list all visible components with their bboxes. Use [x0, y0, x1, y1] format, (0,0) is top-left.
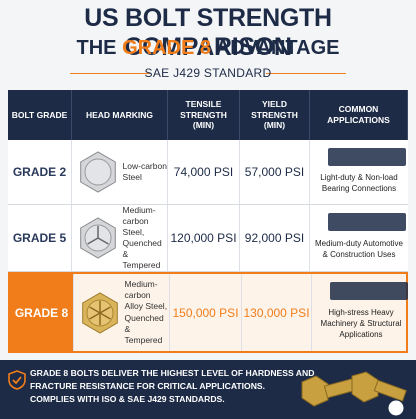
column-header: TENSILE STRENGTH (MIN) [168, 90, 240, 140]
subtitle-highlight: GRADE 8 [122, 37, 211, 59]
head-marking-cell: Medium-carbon Steel, Quenched & Tempered [72, 205, 168, 271]
head-marking-cell: Medium-carbon Alloy Steel, Quenched & Te… [74, 274, 170, 351]
column-header: COMMON APPLICATIONS [310, 90, 408, 140]
subtitle-suffix: ADVANTAGE [215, 37, 340, 59]
standard: SAE J429 STANDARD [144, 66, 272, 80]
marking-text: Low-carbon Steel [122, 160, 167, 182]
head-marking-icon [80, 151, 116, 193]
footer-line: FRACTURE RESISTANCE FOR CRITICAL APPLICA… [30, 381, 266, 391]
column-header: HEAD MARKING [72, 90, 168, 140]
application-icon [328, 148, 406, 166]
marking-text: Medium-carbon Alloy Steel, Quenched & Te… [124, 279, 168, 345]
grade-cell: GRADE 2 [8, 140, 72, 204]
strength-value: 120,000 PSI [168, 205, 240, 271]
head-marking-icon [82, 291, 118, 334]
strength-value: 74,000 PSI [168, 140, 240, 204]
application-icon [328, 213, 406, 231]
subtitle-prefix: THE [76, 37, 117, 59]
title: US BOLT STRENGTH COMPARISON [84, 4, 332, 61]
column-header: YIELD STRENGTH (MIN) [240, 90, 310, 140]
table-row: GRADE 5 Medium-carbon Steel, Quenched & T… [8, 205, 408, 272]
marking-text: Medium-carbon Steel, Quenched & Tempered [122, 204, 162, 271]
strength-value: 57,000 PSI [240, 140, 310, 204]
footer-line: GRADE 8 BOLTS DELIVER THE HIGHEST LEVEL … [30, 368, 315, 378]
subtitle: THE GRADE 8 ADVANTAGE [0, 37, 416, 60]
application-cell: Medium-duty Automotive & Construction Us… [314, 239, 404, 259]
grade-cell: GRADE 8 [10, 274, 74, 351]
footer [0, 360, 416, 419]
application-cell: High-stress Heavy Machinery & Structural… [320, 308, 402, 339]
divider [266, 73, 346, 74]
divider [70, 73, 150, 74]
column-header: BOLT GRADE [8, 90, 72, 140]
strength-value: 92,000 PSI [240, 205, 310, 271]
footer-line: COMPLIES WITH ISO & SAE J429 STANDARDS. [30, 394, 225, 404]
application-icon [330, 282, 408, 300]
bolts-image [301, 371, 407, 417]
strength-value: 150,000 PSI [170, 274, 242, 351]
table-row: GRADE 8 Medium-carbon Alloy Steel, Quench… [8, 272, 408, 353]
grade-cell: GRADE 5 [8, 205, 72, 271]
table-row: GRADE 2 Low-carbon Steel 74,000 PSI 57,000 … [8, 140, 408, 205]
table-header [8, 90, 408, 140]
strength-value: 130,000 PSI [242, 274, 312, 351]
shield-icon [8, 370, 26, 390]
application-cell: Light-duty & Non-load Bearing Connection… [320, 173, 398, 193]
head-marking-icon [80, 217, 116, 259]
head-marking-cell: Low-carbon Steel [72, 140, 168, 204]
